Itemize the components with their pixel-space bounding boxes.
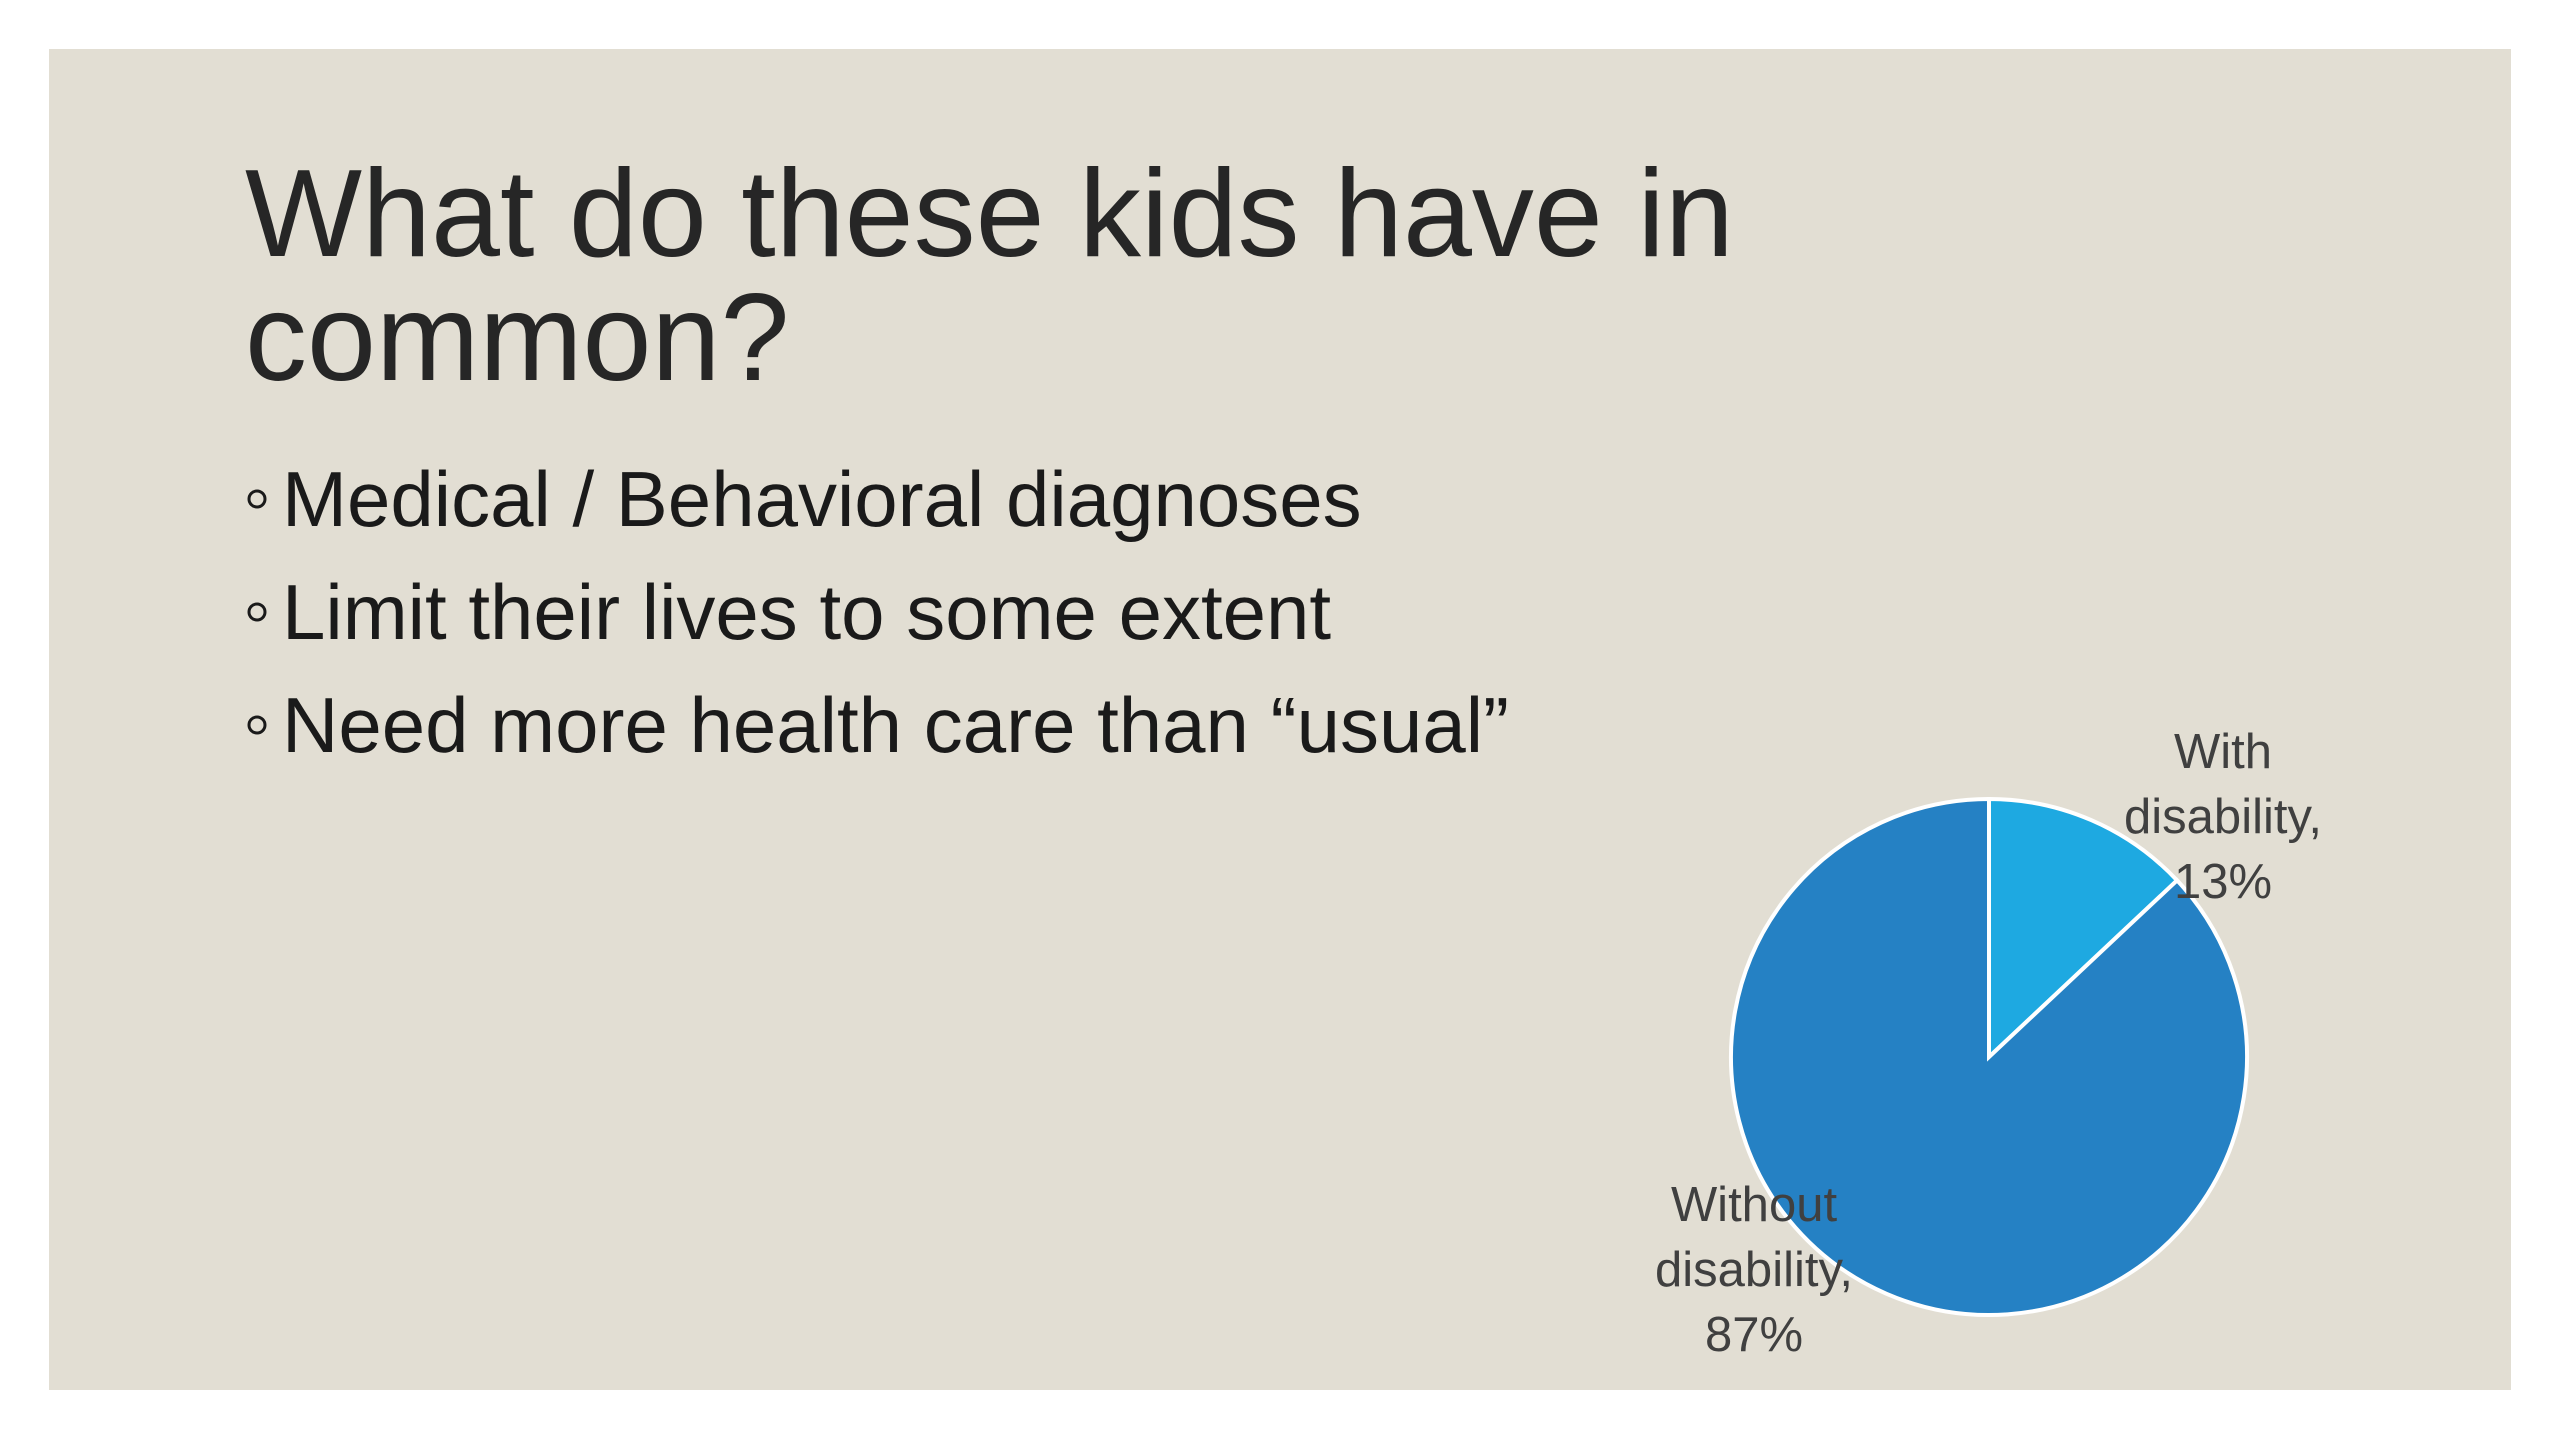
- title-line: common?: [245, 269, 789, 407]
- bullet-marker: [247, 715, 267, 735]
- pie-slice: [1987, 796, 2180, 1062]
- title-line: What do these kids have in: [245, 145, 1734, 283]
- bullet-text: Medical / Behavioral diagnoses: [282, 455, 1362, 543]
- bullet-text: Limit their lives to some extent: [282, 568, 1331, 656]
- pie-label-name: With: [2174, 725, 2272, 779]
- pie-label-value: 13%: [2174, 855, 2272, 909]
- bullet-list: Medical / Behavioral diagnoses Limit thei…: [247, 455, 1509, 769]
- bullet-text: Need more health care than “usual”: [282, 681, 1509, 769]
- bullet-marker: [247, 489, 267, 509]
- pie-label-value: 87%: [1705, 1308, 1803, 1362]
- bullet-marker: [247, 602, 267, 622]
- pie-label-name: disability,: [2124, 790, 2322, 844]
- pie-slice: [1729, 796, 2249, 1317]
- pie-label-name: disability,: [1655, 1243, 1853, 1297]
- pie-label-name: Without: [1671, 1178, 1838, 1232]
- pie-chart: With disability, 13% Without disability, 87%: [1655, 725, 2322, 1362]
